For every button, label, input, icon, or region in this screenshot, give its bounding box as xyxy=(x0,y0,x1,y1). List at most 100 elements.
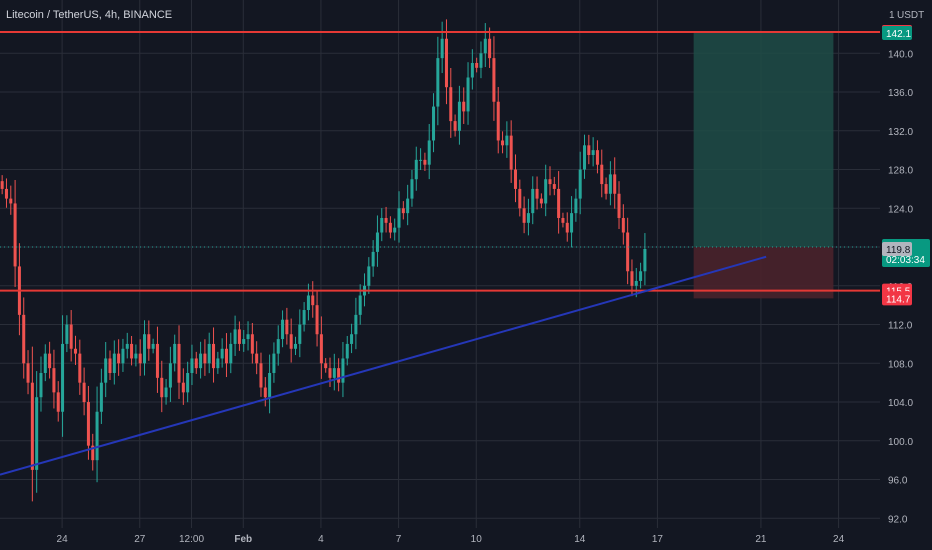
candle-body xyxy=(164,387,168,398)
candle-body xyxy=(112,353,116,373)
candle-body xyxy=(608,174,612,194)
candle-body xyxy=(583,145,587,170)
candle-body xyxy=(91,445,95,461)
candle-body xyxy=(220,348,224,359)
candle-body xyxy=(117,353,121,364)
candle-body xyxy=(522,208,526,223)
candle-body xyxy=(501,140,505,146)
candle-body xyxy=(285,319,289,335)
time-axis[interactable]: 24 27 12:00 Feb 4 7 10 14 17 21 24 xyxy=(57,534,845,545)
countdown-label: 02:03:34 xyxy=(886,255,925,266)
candle-body xyxy=(492,58,496,102)
candle-body xyxy=(578,169,582,199)
candle-body xyxy=(134,353,138,359)
candle-body xyxy=(535,188,539,199)
candle-body xyxy=(86,402,90,446)
candle-body xyxy=(462,101,466,112)
candle-body xyxy=(203,353,207,364)
candle-body xyxy=(289,334,293,349)
candle-body xyxy=(69,324,73,349)
candle-body xyxy=(375,232,379,252)
candle-body xyxy=(401,208,405,214)
candle-body xyxy=(552,184,556,189)
candle-body xyxy=(639,271,643,281)
currency-label: 1 USDT xyxy=(889,10,924,21)
y-tick-label: 140.0 xyxy=(888,49,913,60)
candle-body xyxy=(263,387,267,398)
symbol-title[interactable]: Litecoin / TetherUS, 4h, BINANCE xyxy=(6,9,173,21)
candle-body xyxy=(43,353,47,373)
candle-body xyxy=(604,184,608,194)
candle-body xyxy=(216,358,220,369)
trend-line[interactable] xyxy=(0,255,767,476)
candle-body xyxy=(0,181,4,189)
candle-body xyxy=(626,232,630,272)
last-price-badge-bg xyxy=(882,241,912,256)
candle-body xyxy=(229,343,233,364)
candle-body xyxy=(600,164,604,185)
candle-body xyxy=(194,358,198,369)
candle-body xyxy=(371,251,375,267)
candle-body xyxy=(212,343,216,369)
x-tick-label: 27 xyxy=(134,534,146,545)
drawing-overlays[interactable] xyxy=(0,30,880,476)
candle-body xyxy=(410,179,414,199)
candle-body xyxy=(479,53,483,68)
candle-body xyxy=(108,358,112,373)
candle-body xyxy=(130,343,134,359)
candle-body xyxy=(561,217,565,223)
y-tick-label: 100.0 xyxy=(888,437,913,448)
candle-body xyxy=(155,343,159,378)
candle-body xyxy=(505,135,509,146)
candle-body xyxy=(436,58,440,107)
candle-body xyxy=(56,392,60,412)
candle-body xyxy=(181,382,185,393)
candle-body xyxy=(168,363,172,388)
candle-body xyxy=(449,87,453,122)
x-tick-label: 21 xyxy=(755,534,767,545)
target-zone[interactable] xyxy=(693,32,834,248)
candle-body xyxy=(302,310,306,325)
candle-body xyxy=(177,343,181,383)
candles-layer xyxy=(0,19,647,502)
candle-body xyxy=(423,159,427,165)
candle-body xyxy=(324,363,328,369)
candle-body xyxy=(143,334,147,364)
candle-body xyxy=(306,295,310,311)
candle-body xyxy=(557,188,561,218)
x-tick-label: 24 xyxy=(833,534,845,545)
candle-body xyxy=(634,280,638,286)
candle-body xyxy=(4,188,8,199)
candle-body xyxy=(388,222,392,233)
candle-body xyxy=(488,38,492,59)
candle-body xyxy=(30,382,34,470)
y-tick-label: 92.0 xyxy=(888,514,908,525)
candle-body xyxy=(298,324,302,344)
candle-body xyxy=(272,353,276,373)
candle-body xyxy=(9,198,13,204)
candle-body xyxy=(587,145,591,156)
candle-body xyxy=(65,324,69,344)
candle-body xyxy=(466,77,470,112)
candle-body xyxy=(293,343,297,349)
candle-body xyxy=(250,334,254,354)
candle-body xyxy=(643,248,647,272)
stop-badge-label: 114.7 xyxy=(886,294,911,305)
stop-badge-bg xyxy=(882,291,912,306)
candle-body xyxy=(613,174,617,194)
candle-body xyxy=(319,334,323,364)
candle-body xyxy=(354,314,358,335)
candle-body xyxy=(427,140,431,165)
candle-body xyxy=(419,159,423,161)
candle-body xyxy=(52,368,56,393)
candle-body xyxy=(199,353,203,369)
candle-body xyxy=(548,179,552,185)
currency-prefix: 1 xyxy=(889,10,895,21)
candle-body xyxy=(35,397,39,470)
candle-body xyxy=(341,358,345,383)
candle-body xyxy=(276,339,280,354)
candle-body xyxy=(147,334,151,349)
target-badge-label: 142.1 xyxy=(886,29,911,40)
candle-body xyxy=(574,198,578,214)
